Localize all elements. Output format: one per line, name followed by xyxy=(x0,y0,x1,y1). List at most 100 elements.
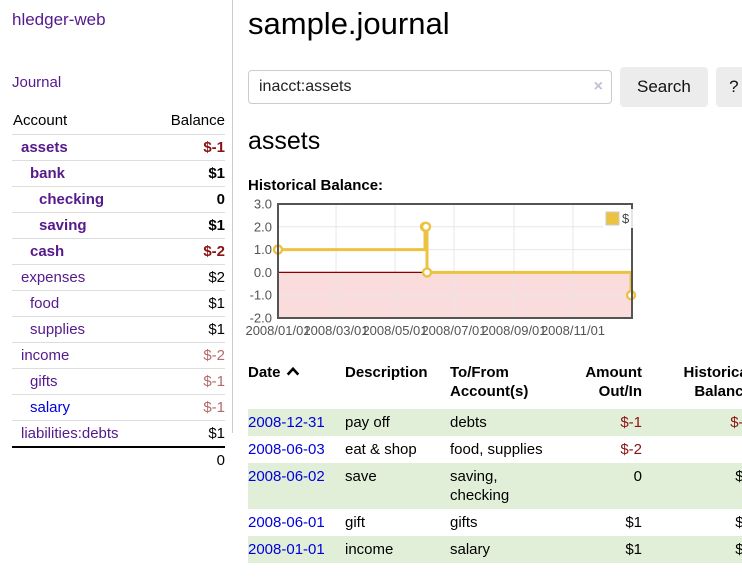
column-header-to-from: To/From Account(s) xyxy=(450,364,529,400)
account-link-cash[interactable]: cash xyxy=(30,243,65,260)
page-title: sample.journal xyxy=(248,6,450,41)
register-date-link[interactable]: 2008-06-01 xyxy=(248,514,325,531)
accounts-header-balance: Balance xyxy=(170,112,225,129)
search-form: × Search ? xyxy=(248,67,742,107)
account-row: liabilities:debts $1 xyxy=(12,420,225,448)
column-label: Date xyxy=(248,364,281,381)
accounts-total-row: 0 xyxy=(12,446,225,473)
accounts-header-row: Account Balance xyxy=(12,109,225,135)
account-row: gifts $-1 xyxy=(12,368,225,395)
register-date-link[interactable]: 2008-06-02 xyxy=(248,468,325,485)
account-balance: $1 xyxy=(208,217,225,234)
column-header-description: Description xyxy=(345,361,450,409)
register-date-link[interactable]: 2008-12-31 xyxy=(248,414,325,431)
svg-text:2008/09/01: 2008/09/01 xyxy=(481,323,546,338)
svg-text:0.0: 0.0 xyxy=(254,265,272,280)
account-row: income $-2 xyxy=(12,342,225,369)
account-balance: $1 xyxy=(208,165,225,182)
legend-swatch xyxy=(605,211,620,226)
accounts-total-balance: 0 xyxy=(152,446,225,473)
data-point-marker xyxy=(421,267,433,278)
register-description: gift xyxy=(345,514,366,531)
account-cell: checking xyxy=(12,187,152,213)
clear-search-icon[interactable]: × xyxy=(593,78,603,95)
svg-text:2008/01/01: 2008/01/01 xyxy=(245,323,310,338)
search-button[interactable]: Search xyxy=(620,67,708,107)
search-input[interactable] xyxy=(248,70,612,104)
register-date-cell: 2008-12-31 xyxy=(248,409,345,436)
register-accounts: salary xyxy=(450,536,568,563)
account-cell: gifts xyxy=(12,369,152,395)
column-label: Historical xyxy=(683,364,742,381)
account-link-salary[interactable]: salary xyxy=(30,399,71,416)
register-date-link[interactable]: 2008-06-03 xyxy=(248,441,325,458)
register-date-link[interactable]: 2008-01-01 xyxy=(248,541,325,558)
sort-ascending-icon xyxy=(286,366,299,376)
account-balance: $-1 xyxy=(203,139,225,156)
brand-link[interactable]: hledger-web xyxy=(12,10,106,29)
sidebar: hledger-web Journal Account Balance asse… xyxy=(0,0,233,582)
account-link-assets[interactable]: assets xyxy=(21,139,68,156)
account-balance: $-1 xyxy=(203,373,225,390)
register-balance: $2 xyxy=(642,463,742,509)
register-accounts: food, supplies xyxy=(450,441,543,458)
register-amount: $-2 xyxy=(620,441,642,458)
account-cell: food xyxy=(12,291,152,317)
sidebar-item-journal[interactable]: Journal xyxy=(12,74,62,91)
account-row: bank $1 xyxy=(12,160,225,187)
register-row: 2008-06-03 eat & shop food, supplies $-20 xyxy=(248,436,742,463)
column-label: Amount xyxy=(585,364,642,381)
search-input-wrap: × xyxy=(248,70,612,104)
register-amount: 0 xyxy=(568,463,642,509)
account-cell: supplies xyxy=(12,317,152,343)
register-balance: 0 xyxy=(642,436,742,463)
account-cell: expenses xyxy=(12,265,152,291)
historical-balance-chart: $3.0 2.0 1.0 0.0 -1.0 -2.0 2008/01/01 2008/03/0… xyxy=(245,197,742,350)
account-link-food[interactable]: food xyxy=(30,295,60,312)
legend-label: $ xyxy=(622,211,630,226)
account-cell: saving xyxy=(12,213,152,239)
register-date-cell: 2008-06-03 xyxy=(248,436,345,463)
account-link-income[interactable]: income xyxy=(21,347,70,364)
account-link-expenses[interactable]: expenses xyxy=(21,269,86,286)
register-header-row: Date Description To/From Account(s) Amount Ou… xyxy=(248,361,742,409)
account-row: saving $1 xyxy=(12,212,225,239)
register-date-cell: 2008-01-01 xyxy=(248,536,345,563)
account-balance: $-1 xyxy=(203,399,225,416)
account-row: expenses $2 xyxy=(12,264,225,291)
register-balance: $2 xyxy=(735,514,742,531)
account-link-supplies[interactable]: supplies xyxy=(30,321,86,338)
register-table: Date Description To/From Account(s) Amount Ou… xyxy=(248,361,742,563)
account-link-liabilities-debts[interactable]: liabilities:debts xyxy=(21,425,119,442)
svg-text:2008/07/01: 2008/07/01 xyxy=(421,323,486,338)
register-description: save xyxy=(345,463,450,509)
column-label: Description xyxy=(345,364,428,381)
account-link-gifts[interactable]: gifts xyxy=(30,373,58,390)
chart-section-label: Historical Balance: xyxy=(248,177,384,194)
account-link-bank[interactable]: bank xyxy=(30,165,66,182)
help-button[interactable]: ? xyxy=(715,67,742,107)
column-header-date[interactable]: Date xyxy=(248,361,345,409)
svg-text:3.0: 3.0 xyxy=(254,197,272,212)
register-row: 2008-06-01 gift gifts $1 $2 xyxy=(248,509,742,536)
account-link-checking[interactable]: checking xyxy=(39,191,105,208)
svg-text:-2.0: -2.0 xyxy=(250,311,272,326)
account-balance: $1 xyxy=(208,321,225,338)
register-balance: $-1 xyxy=(642,409,742,436)
register-amount: $-1 xyxy=(568,409,642,436)
svg-text:2008/05/01: 2008/05/01 xyxy=(362,323,427,338)
account-link-saving[interactable]: saving xyxy=(39,217,87,234)
account-balance: $1 xyxy=(208,425,225,442)
register-description: income xyxy=(345,536,450,563)
account-row: cash $-2 xyxy=(12,238,225,265)
account-cell: liabilities:debts xyxy=(12,421,152,448)
svg-text:1.0: 1.0 xyxy=(254,242,272,257)
register-description: pay off xyxy=(345,409,450,436)
svg-text:2008/03/01: 2008/03/01 xyxy=(303,323,368,338)
accounts-table: Account Balance assets $-1 bank $1 checking 0… xyxy=(12,109,225,473)
svg-text:-1.0: -1.0 xyxy=(250,288,272,303)
